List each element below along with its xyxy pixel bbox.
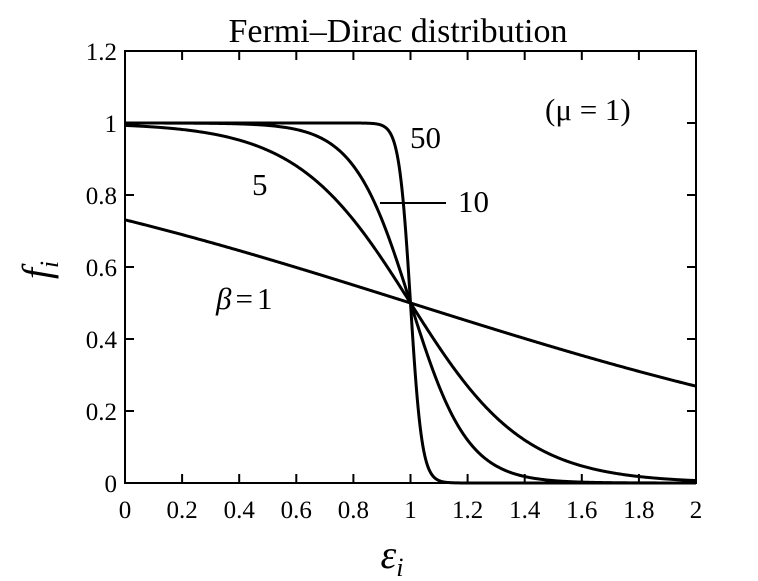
chart-title: Fermi–Dirac distribution xyxy=(228,13,567,50)
x-tick-label: 2 xyxy=(690,497,703,524)
x-tick-label: 1 xyxy=(404,497,417,524)
x-tick-label: 0.8 xyxy=(338,497,369,524)
plot-frame xyxy=(124,50,697,484)
x-tick-label: 1.4 xyxy=(509,497,541,524)
y-tick-label: 0.8 xyxy=(86,183,117,210)
y-tick-label: 1.2 xyxy=(86,39,117,66)
beta10-annotation: 10 xyxy=(458,184,489,219)
y-tick-label: 0.4 xyxy=(86,327,118,354)
y-tick-labels: 0 0.2 0.4 0.6 0.8 1 1.2 xyxy=(86,39,118,498)
y-axis-label: fi xyxy=(14,261,64,279)
x-tick-label: 0.4 xyxy=(224,497,256,524)
series-line-beta-50 xyxy=(124,121,697,485)
series-layer xyxy=(124,121,697,485)
y-tick-label: 0.2 xyxy=(86,399,117,426)
y-tick-label: 1 xyxy=(105,111,118,138)
beta1-annotation: β = 1 xyxy=(215,281,272,316)
x-tick-label: 1.8 xyxy=(623,497,654,524)
x-tick-labels: 0 0.2 0.4 0.6 0.8 1 1.2 1.4 1.6 1.8 2 xyxy=(119,497,703,524)
x-tick-label: 0.6 xyxy=(281,497,312,524)
beta5-annotation: 5 xyxy=(252,167,268,202)
x-tick-label: 0 xyxy=(119,497,132,524)
x-tick-label: 1.6 xyxy=(566,497,597,524)
y-tick-label: 0 xyxy=(105,471,118,498)
beta50-annotation: 50 xyxy=(410,120,441,155)
x-axis-label: εi xyxy=(381,532,404,581)
y-tick-label: 0.6 xyxy=(86,255,117,282)
x-tick-label: 1.2 xyxy=(452,497,483,524)
x-tick-label: 0.2 xyxy=(166,497,197,524)
mu-annotation: (μ = 1) xyxy=(545,92,631,127)
